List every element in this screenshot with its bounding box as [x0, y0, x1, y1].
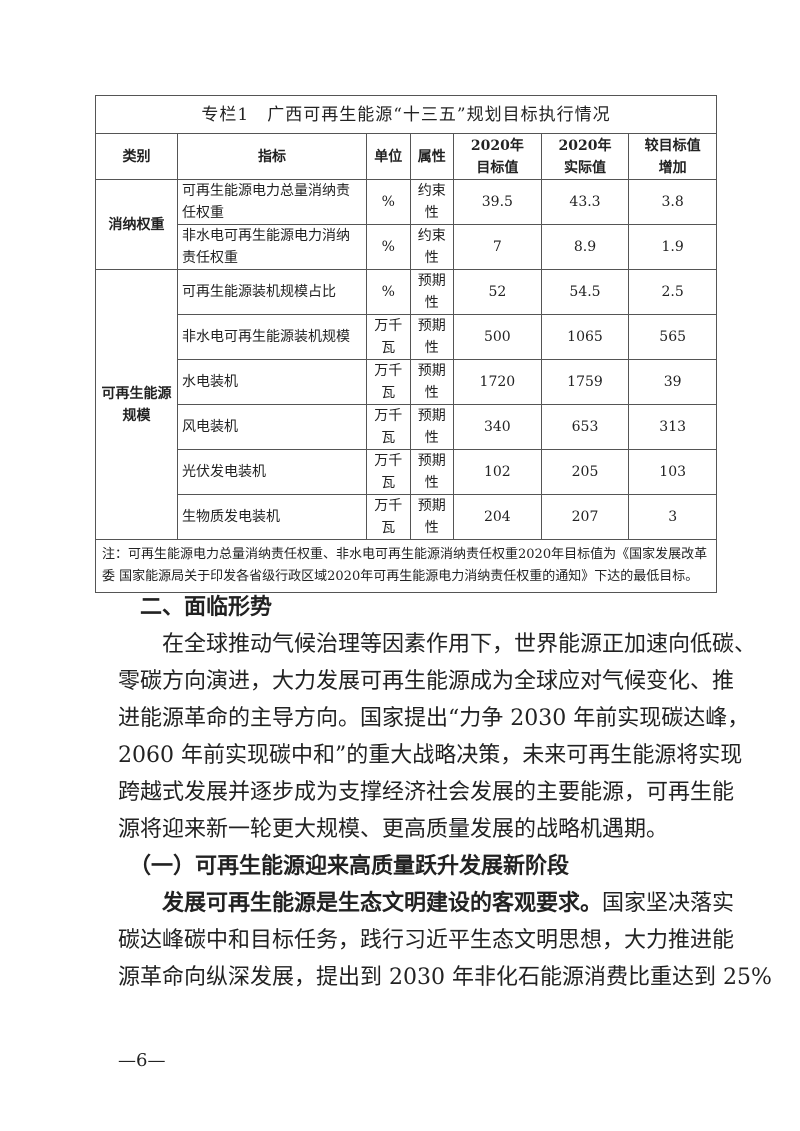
indicator-cell: 光伏发电装机	[177, 449, 367, 495]
value-cell: 万千瓦	[366, 404, 411, 450]
table-note: 注：可再生能源电力总量消纳责任权重、非水电可再生能源消纳责任权重2020年目标值…	[95, 539, 717, 593]
value-cell: 39.5	[453, 179, 542, 225]
value-cell: 43.3	[540, 179, 630, 225]
text-line: 发展可再生能源是生态文明建设的客观要求。国家坚决落实	[118, 885, 734, 922]
value-cell: 313	[628, 404, 717, 450]
column-header-label: 2020年实际值	[558, 137, 612, 176]
category-cell: 可再生能源规模	[95, 269, 178, 540]
text-line: 跨越式发展并逐步成为支撑经济社会发展的主要能源，可再生能	[118, 780, 735, 805]
table-row: 非水电可再生能源电力消纳责任权重% 约束性 7 8.9 1.9	[96, 224, 717, 270]
table-row: 可再生能源规模 可再生能源装机规模占比% 预期性 52 54.5 2.5	[95, 269, 717, 540]
column-header-label: 较目标值增加	[644, 137, 701, 176]
column-header: 指标	[177, 133, 367, 180]
text-line: 源革命向纵深发展，提出到 2030 年非化石能源消费比重达到 25%	[118, 965, 772, 990]
table-row: 消纳权重 可再生能源电力总量消纳责任权重% 约束性 39.5 43.3 3.8	[95, 179, 717, 270]
table-row: 水电装机 万千瓦 预期性 1720 1759 39	[96, 359, 717, 405]
text-line: 进能源革命的主导方向。国家提出“力争 2030 年前实现碳达峰，	[118, 706, 750, 731]
value-cell: 3	[628, 494, 717, 540]
indicator-cell: 可再生能源电力总量消纳责任权重	[177, 179, 367, 225]
value-cell: 预期性	[409, 494, 455, 540]
value-cell: 2.5	[628, 269, 717, 315]
text-line: （一）可再生能源迎来高质量跃升发展新阶段	[118, 853, 570, 879]
value-cell: 约束性	[409, 224, 455, 270]
value-cell: 预期性	[409, 449, 455, 495]
table-row: 生物质发电装机 万千瓦 预期性 204 207 3	[96, 494, 717, 540]
column-header: 单位	[366, 133, 411, 180]
value-cell: 340	[453, 404, 542, 450]
value-cell: 8.9	[540, 224, 630, 270]
value-cell: 52	[453, 269, 542, 315]
value-cell: 万千瓦	[366, 494, 411, 540]
column-header: 属性	[409, 133, 455, 180]
value-cell: 1.9	[628, 224, 717, 270]
page-number: —6—	[118, 1050, 166, 1071]
value-cell: 207	[540, 494, 630, 540]
column-header: 类别	[95, 133, 178, 180]
column-header: 较目标值增加	[628, 133, 717, 180]
text-line: 零碳方向演进，大力发展可再生能源成为全球应对气候变化、推	[118, 669, 735, 694]
text-span: 国家坚决落实	[602, 891, 735, 916]
value-cell: 565	[628, 314, 717, 360]
column-header-label: 2020年目标值	[470, 137, 524, 176]
table-row: 光伏发电装机 万千瓦 预期性 102 205 103	[96, 449, 717, 495]
text-line: 碳达峰碳中和目标任务，践行习近平生态文明思想，大力推进能	[118, 928, 735, 953]
value-cell: %	[366, 224, 411, 270]
table-title: 专栏1 广西可再生能源“十三五”规划目标执行情况	[95, 95, 717, 134]
value-cell: 7	[453, 224, 542, 270]
indicator-cell: 风电装机	[177, 404, 367, 450]
indicator-cell: 可再生能源装机规模占比	[177, 269, 367, 315]
text-line: 在全球推动气候治理等因素作用下，世界能源正加速向低碳、	[118, 632, 757, 657]
value-cell: 万千瓦	[366, 449, 411, 495]
indicator-cell: 水电装机	[177, 359, 367, 405]
text-line: 2060 年前实现碳中和”的重大战略决策，未来可再生能源将实现	[118, 743, 743, 768]
indicator-cell: 非水电可再生能源装机规模	[177, 314, 367, 360]
value-cell: 1065	[540, 314, 630, 360]
value-cell: 204	[453, 494, 542, 540]
value-cell: 1759	[540, 359, 630, 405]
bold-lead: 发展可再生能源是生态文明建设的客观要求。	[162, 890, 603, 916]
value-cell: 预期性	[409, 314, 455, 360]
value-cell: 约束性	[409, 179, 455, 225]
column-header: 2020年实际值	[540, 133, 630, 180]
category-cell: 消纳权重	[95, 179, 178, 270]
value-cell: 万千瓦	[366, 314, 411, 360]
value-cell: 653	[540, 404, 630, 450]
value-cell: 54.5	[540, 269, 630, 315]
table-row: 非水电可再生能源装机规模 万千瓦 预期性 500 1065 565	[96, 314, 717, 360]
value-cell: 39	[628, 359, 717, 405]
value-cell: %	[366, 179, 411, 225]
value-cell: 预期性	[409, 269, 455, 315]
value-cell: 500	[453, 314, 542, 360]
indicator-cell: 非水电可再生能源电力消纳责任权重	[177, 224, 367, 270]
value-cell: 万千瓦	[366, 359, 411, 405]
value-cell: 1720	[453, 359, 542, 405]
value-cell: 103	[628, 449, 717, 495]
body-text: 二、面临形势 在全球推动气候治理等因素作用下，世界能源正加速向低碳、 零碳方向演进…	[118, 589, 772, 996]
value-cell: 102	[453, 449, 542, 495]
value-cell: 3.8	[628, 179, 717, 225]
text-line: 二、面临形势	[118, 594, 273, 620]
column-header: 2020年目标值	[453, 133, 542, 180]
value-cell: 205	[540, 449, 630, 495]
value-cell: %	[366, 269, 411, 315]
table-row: 风电装机 万千瓦 预期性 340 653 313	[96, 404, 717, 450]
indicator-cell: 生物质发电装机	[177, 494, 367, 540]
value-cell: 预期性	[409, 404, 455, 450]
text-line: 源将迎来新一轮更大规模、更高质量发展的战略机遇期。	[118, 817, 669, 842]
planning-target-table: 专栏1 广西可再生能源“十三五”规划目标执行情况 类别 指标 单位 属性 2020年目标…	[95, 95, 717, 593]
value-cell: 预期性	[409, 359, 455, 405]
